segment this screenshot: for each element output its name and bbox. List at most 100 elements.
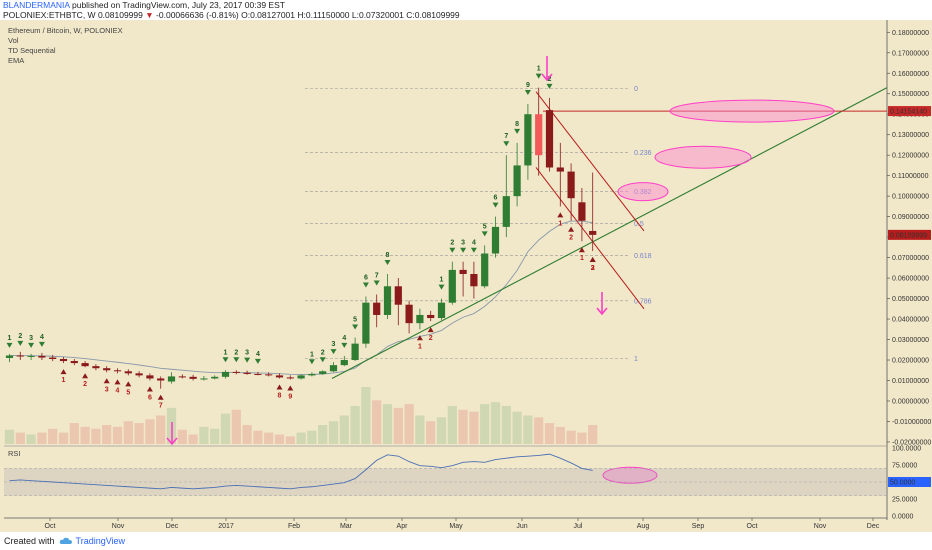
td-down-triangle bbox=[568, 226, 575, 232]
price-tick-label: 0.01000000 bbox=[892, 378, 929, 385]
td-up-triangle bbox=[524, 89, 531, 95]
candle-body bbox=[524, 114, 532, 166]
target-zone-ellipse bbox=[669, 99, 835, 123]
symbol-label: POLONIEX:ETHBTC, W bbox=[3, 10, 96, 20]
td-down-triangle bbox=[276, 384, 283, 390]
volume-bar bbox=[480, 404, 490, 444]
price-tick-label: 0.18000000 bbox=[892, 30, 929, 37]
candle-body bbox=[481, 253, 489, 287]
volume-bar bbox=[404, 404, 414, 444]
time-tick-label: 2017 bbox=[218, 523, 234, 530]
td-down-count: 1 bbox=[418, 343, 422, 350]
td-up-triangle bbox=[449, 247, 456, 253]
td-up-count: 8 bbox=[515, 121, 519, 128]
td-up-triangle bbox=[233, 357, 240, 363]
fib-level-label: 0.618 bbox=[634, 253, 652, 260]
price-tick-label: -0.01000000 bbox=[892, 419, 931, 426]
td-up-triangle bbox=[222, 357, 229, 363]
rsi-tick-label: 100.0000 bbox=[892, 446, 921, 453]
author-name[interactable]: BLANDERMANIA bbox=[3, 0, 70, 10]
td-up-count: 4 bbox=[40, 334, 44, 341]
td-up-count: 6 bbox=[494, 195, 498, 202]
volume-bar bbox=[58, 432, 69, 444]
tradingview-cloud-icon bbox=[59, 537, 72, 544]
volume-bar bbox=[415, 415, 425, 444]
arrow-up-jul-head bbox=[596, 307, 608, 316]
target-zone-ellipse bbox=[617, 182, 669, 202]
legend-entry: Ethereum / Bitcoin, W, POLONIEX bbox=[8, 26, 123, 35]
last-price-tag-box bbox=[888, 229, 931, 240]
volume-bar bbox=[566, 430, 576, 444]
td-down-count: 1 bbox=[558, 220, 562, 227]
volume-bar bbox=[264, 432, 274, 444]
candle-body bbox=[92, 366, 100, 369]
time-tick-label: Feb bbox=[288, 523, 300, 530]
volume-bar bbox=[534, 417, 544, 444]
candle-body bbox=[373, 302, 381, 315]
time-tick-label: Oct bbox=[747, 523, 758, 530]
td-up-triangle bbox=[481, 231, 488, 237]
volume-bar bbox=[555, 426, 565, 444]
price-tick-label: 0.07000000 bbox=[892, 255, 929, 262]
td-up-count: 1 bbox=[537, 66, 541, 73]
rsi-current-tag: 50.0000 bbox=[890, 480, 915, 487]
candle-body bbox=[427, 314, 435, 319]
chart-header: BLANDERMANIA published on TradingView.co… bbox=[0, 0, 932, 20]
td-up-count: 1 bbox=[8, 335, 12, 342]
fib-level-label: 0.786 bbox=[634, 298, 652, 305]
td-up-count: 2 bbox=[234, 349, 238, 356]
candle-body bbox=[394, 286, 402, 305]
candle-body bbox=[243, 372, 251, 374]
volume-bar bbox=[382, 404, 393, 444]
arrow-up-dec-head bbox=[166, 437, 178, 446]
td-up-triangle bbox=[352, 324, 359, 330]
tradingview-brand[interactable]: TradingView bbox=[75, 536, 126, 546]
volume-bar bbox=[361, 387, 371, 444]
volume-bar bbox=[37, 432, 47, 444]
ohlc-values: O:0.08127001 H:0.11150000 L:0.07320001 C… bbox=[241, 10, 460, 20]
candle-body bbox=[59, 358, 68, 362]
volume-bar bbox=[220, 413, 231, 444]
td-up-count: 2 bbox=[548, 76, 552, 83]
volume-bar bbox=[296, 432, 306, 444]
arrow-down-top-head bbox=[541, 73, 553, 82]
price-value: 0.08109999 bbox=[97, 10, 143, 20]
volume-bar bbox=[318, 425, 328, 444]
td-up-count: 4 bbox=[342, 335, 346, 342]
candle-body bbox=[502, 196, 510, 227]
td-up-triangle bbox=[254, 358, 261, 364]
volume-bar bbox=[134, 423, 144, 444]
price-tick-label: 0.15000000 bbox=[892, 91, 929, 98]
td-up-triangle bbox=[38, 341, 45, 347]
td-down-count: 9 bbox=[288, 393, 292, 400]
td-down-count: 6 bbox=[148, 395, 152, 402]
candle-body bbox=[135, 373, 143, 376]
price-tick-label: 0.06000000 bbox=[892, 276, 929, 283]
candle-body bbox=[448, 269, 456, 303]
candle-body bbox=[70, 361, 78, 364]
td-down-triangle bbox=[103, 378, 110, 384]
td-up-triangle bbox=[6, 342, 13, 348]
price-tick-label: 0.13000000 bbox=[892, 132, 929, 139]
rsi-title: RSI bbox=[8, 449, 21, 458]
volume-bar bbox=[210, 428, 220, 444]
time-tick-label: Jul bbox=[574, 523, 583, 530]
td-down-count: 4 bbox=[116, 387, 120, 394]
volume-bar bbox=[123, 421, 133, 444]
volume-bar bbox=[339, 415, 349, 444]
td-up-triangle bbox=[319, 357, 326, 363]
candle-body bbox=[157, 378, 165, 381]
candle-body bbox=[254, 373, 262, 375]
td-up-triangle bbox=[535, 73, 542, 79]
price-chart[interactable]: 0.18000000 0.17000000 0.16000000 0.15000000… bbox=[0, 20, 932, 532]
candle-body bbox=[491, 226, 500, 254]
time-tick-label: Dec bbox=[166, 523, 179, 530]
td-up-count: 9 bbox=[526, 82, 530, 89]
td-down-count: 2 bbox=[569, 235, 573, 242]
volume-bar bbox=[544, 423, 555, 444]
volume-bar bbox=[447, 406, 457, 444]
td-down-count: 1 bbox=[580, 255, 584, 262]
volume-bar bbox=[350, 406, 360, 444]
td-down-count: 3 bbox=[105, 386, 109, 393]
td-up-triangle bbox=[17, 340, 24, 346]
